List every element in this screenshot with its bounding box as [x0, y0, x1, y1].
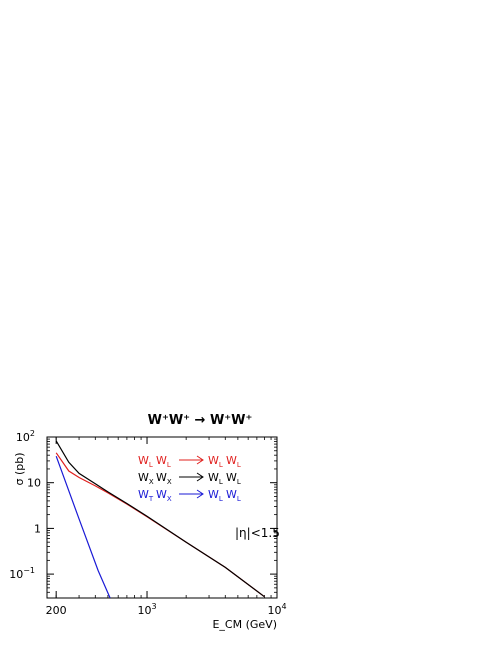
- x-tick-label: 104: [267, 602, 286, 617]
- y-tick-label: 10: [27, 477, 41, 490]
- legend-text: WL: [208, 488, 223, 503]
- legend-text: WX: [156, 488, 172, 503]
- legend-text: WL: [208, 454, 223, 469]
- legend-text: WL: [226, 471, 241, 486]
- legend-text: WL: [208, 471, 223, 486]
- x-axis-label: E_CM (GeV): [212, 618, 277, 631]
- legend-arrow-head: [196, 489, 204, 499]
- x-tick-label: 200: [46, 604, 67, 617]
- legend-text: WL: [226, 454, 241, 469]
- series-line-3: [55, 455, 111, 598]
- eta-cut-annotation: |η|<1.5: [235, 526, 280, 540]
- y-tick-label: 10−1: [9, 566, 35, 581]
- legend-text: WX: [138, 471, 154, 486]
- legend-text: WL: [226, 488, 241, 503]
- legend-text: WL: [156, 454, 171, 469]
- plot-frame: [46, 436, 278, 599]
- y-axis-label: σ (pb): [13, 452, 26, 485]
- y-tick-label: 1: [34, 522, 41, 535]
- legend-arrow-head: [196, 455, 204, 465]
- series-line-2: [55, 440, 265, 598]
- legend-text: WL: [138, 454, 153, 469]
- legend-arrow-head: [196, 472, 204, 482]
- legend-text: WT: [138, 488, 154, 503]
- legend-text: WX: [156, 471, 172, 486]
- y-tick-label: 102: [16, 429, 35, 444]
- chart-title: W⁺W⁺ → W⁺W⁺: [148, 413, 253, 428]
- x-tick-label: 103: [137, 602, 156, 617]
